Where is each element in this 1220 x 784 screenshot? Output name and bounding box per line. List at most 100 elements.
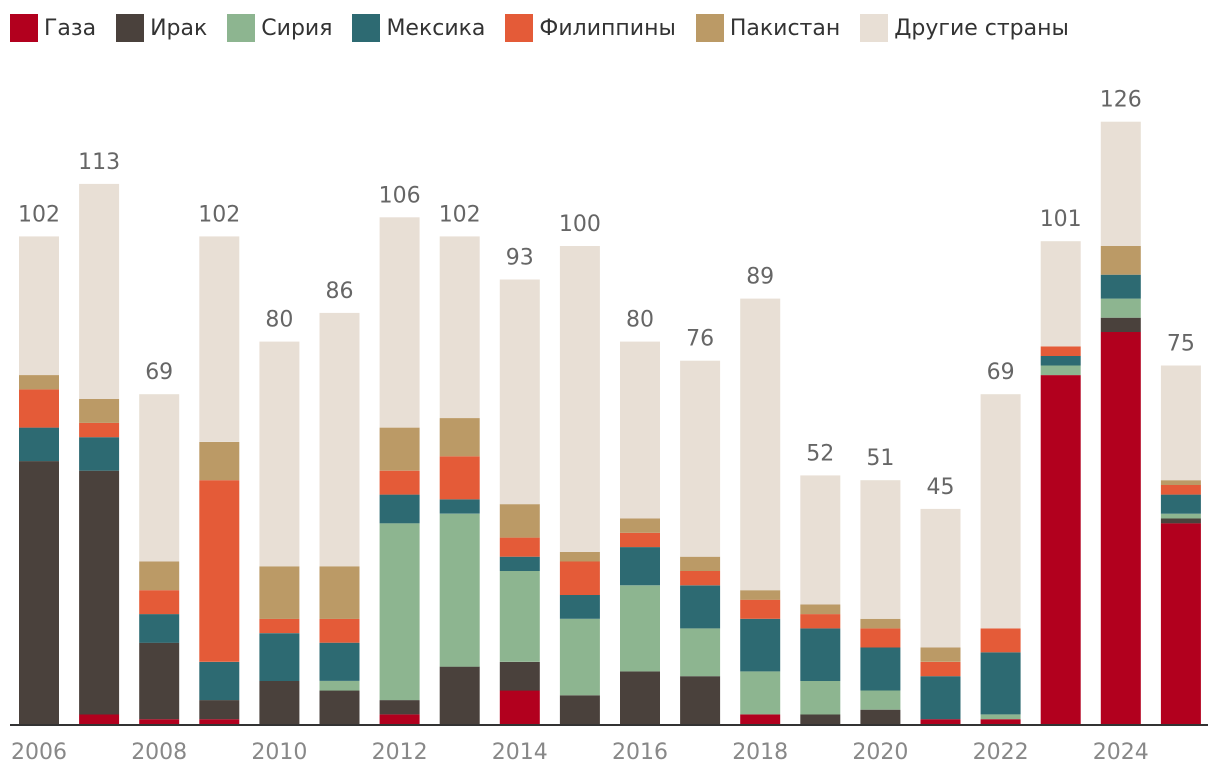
bar-segment [740,714,781,724]
x-tick-label: 2006 [11,740,67,765]
bar-segment [319,690,360,724]
bar-segment [319,566,360,619]
bar-segment [139,590,180,615]
bar-segment [1160,518,1201,524]
bar-segment [79,399,120,423]
bar-segment [1040,355,1081,366]
legend-item: Сирия [227,14,332,42]
bar-segment [19,461,59,724]
legend-swatch [116,14,145,42]
bar-segment [379,714,420,724]
bar-segment [499,556,540,571]
bar-segment [199,661,240,701]
bar-segment [439,513,480,667]
bar-segment [319,681,360,691]
bar-total-label: 75 [1167,332,1195,357]
bar-segment [680,628,721,677]
bar-segment [139,642,180,720]
legend-item: Другие страны [860,14,1069,42]
bar-segment [199,442,240,481]
bar-segment [199,480,240,662]
bar-segment [620,532,660,548]
bar-total-label: 76 [686,327,714,352]
totals-layer: 102 113 69 102 80 86 106 102 93 100 80 76 89 52 51 45 69… [18,88,1195,500]
bar-segment [79,714,120,724]
bar-total-label: 100 [559,212,601,237]
bar-segment [499,504,540,538]
bar-segment [800,614,841,629]
bar-segment [139,394,180,562]
bar-segment [920,661,961,677]
bar-total-label: 102 [18,202,60,227]
bar-total-label: 102 [198,202,240,227]
bar-segment [1160,513,1201,519]
bar-segment [1100,246,1141,275]
bar-segment [439,456,480,500]
legend-label: Другие страны [894,15,1069,41]
bar-segment [79,437,120,471]
bar-total-label: 80 [265,308,293,333]
bar-segment [920,676,961,720]
bar-segment [19,375,59,390]
bar-segment [980,652,1021,715]
legend-swatch [227,14,256,42]
x-tick-label: 2008 [131,740,187,765]
legend-item: Филиппины [505,14,676,42]
bar-segment [1160,494,1201,514]
x-tick-label: 2012 [372,740,428,765]
bar-total-label: 102 [439,202,481,227]
bar-segment [1100,317,1141,332]
bar-segment [740,590,781,600]
bar-segment [740,671,781,715]
x-axis-ticks: 2006 2008 2010 2012 2014 2016 2018 2020 2022 2024 [11,740,1149,765]
bar-segment [259,618,300,634]
bar-segment [79,183,120,399]
bar-segment [439,236,480,418]
bar-segment [499,537,540,557]
bar-segment [860,647,901,691]
bar-segment [1100,121,1141,246]
bar-segment [800,714,841,724]
bar-segment [559,618,600,696]
bar-segment [319,642,360,681]
bar-segment [499,661,540,691]
x-tick-label: 2014 [492,740,548,765]
bar-segment [1040,346,1081,356]
bar-segment [800,681,841,715]
legend: Газа Ирак Сирия Мексика Филиппины Пакистан Дру… [10,12,1089,44]
bar-segment [199,700,240,720]
bar-total-label: 69 [145,360,173,385]
bar-segment [1160,365,1201,481]
bar-segment [259,566,300,619]
bar-segment [499,690,540,724]
bar-total-label: 80 [626,308,654,333]
bar-segment [139,719,180,724]
bar-total-label: 89 [746,265,774,290]
bar-segment [620,547,660,586]
bar-segment [559,594,600,619]
bar-segment [860,618,901,629]
bar-segment [199,236,240,442]
legend-label: Ирак [150,15,208,41]
bar-segment [499,279,540,505]
bar-segment [620,341,660,519]
legend-label: Филиппины [539,15,676,41]
bar-segment [620,585,660,672]
bar-segment [860,690,901,710]
bar-segment [559,246,600,552]
bar-total-label: 126 [1100,88,1142,113]
bar-segment [680,676,721,724]
x-tick-label: 2020 [852,740,908,765]
bar-segment [1160,480,1201,485]
bar-segment [199,719,240,724]
bar-segment [680,360,721,557]
bar-segment [259,633,300,681]
bar-segment [1100,332,1141,724]
bar-segment [439,418,480,457]
bar-segment [980,714,1021,720]
bar-segment [379,523,420,701]
bar-segment [920,508,961,648]
bar-segment [620,671,660,724]
legend-label: Газа [44,15,97,41]
